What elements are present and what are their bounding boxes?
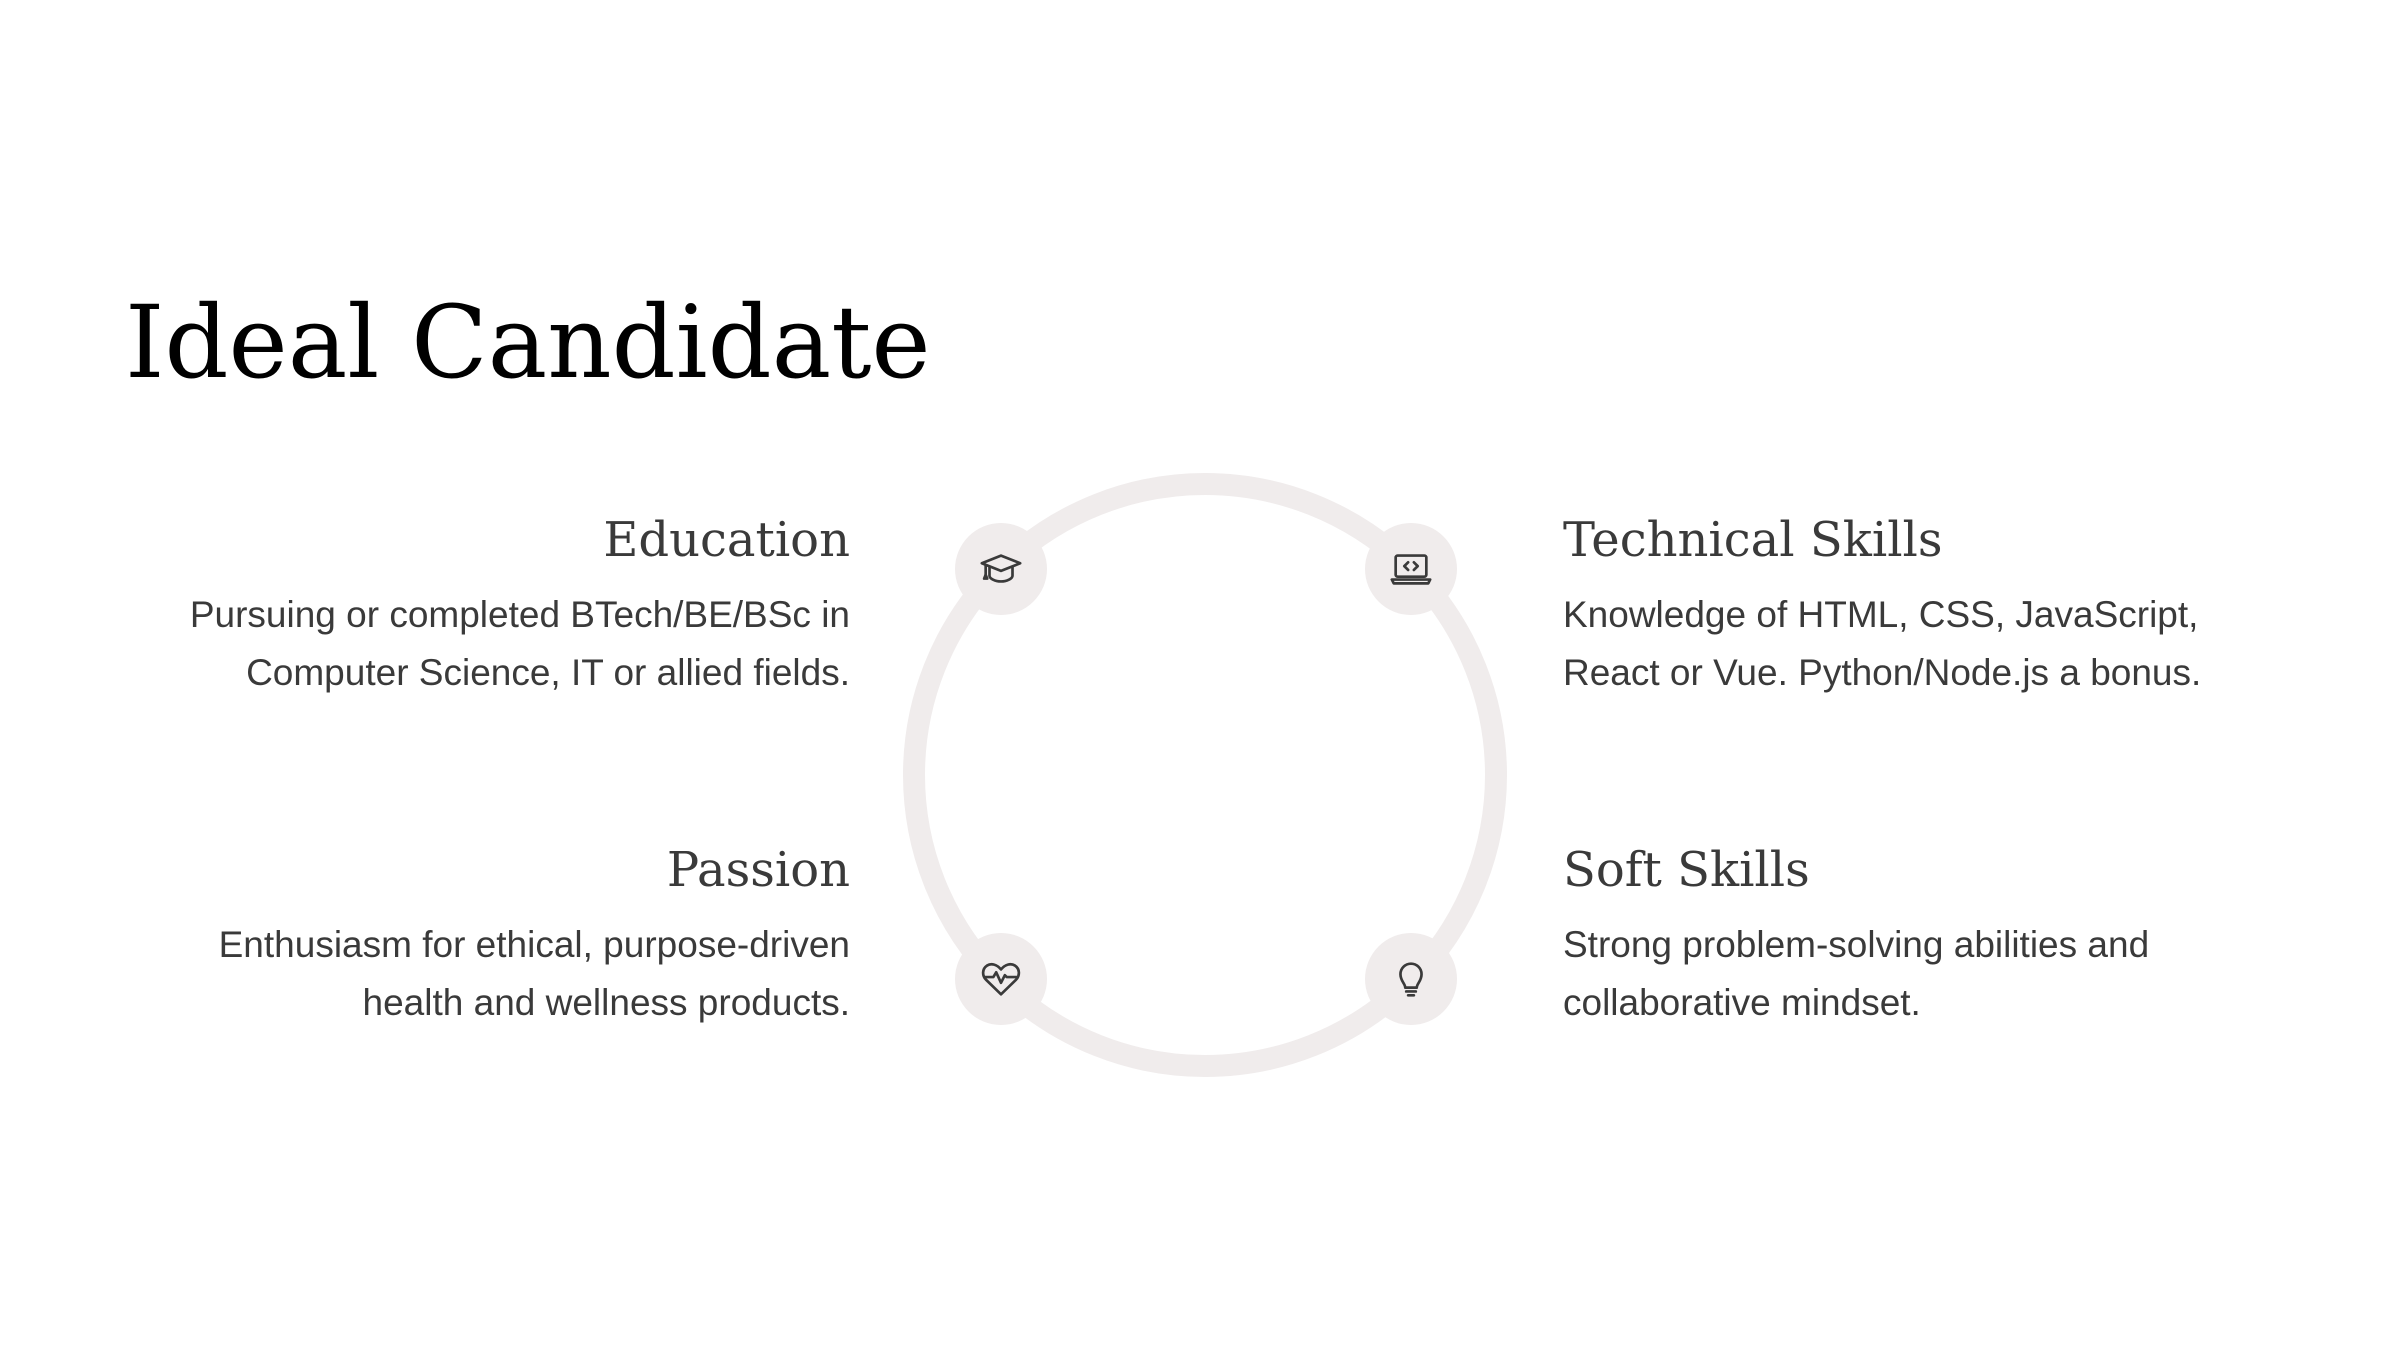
- soft-skills-heading: Soft Skills: [1563, 842, 1810, 898]
- passion-description: Enthusiasm for ethical, purpose-driven h…: [218, 924, 850, 1023]
- education-node: [955, 523, 1047, 615]
- technical-skills-heading: Technical Skills: [1563, 512, 1943, 568]
- lightbulb-icon: [1399, 962, 1423, 997]
- cycle-ring: [903, 473, 1507, 1077]
- technical-skills-description: Knowledge of HTML, CSS, JavaScript, Reac…: [1563, 594, 2202, 693]
- passion-item: Passion Enthusiasm for ethical, purpose-…: [120, 838, 850, 1032]
- education-heading: Education: [603, 512, 850, 568]
- laptop-code-icon: [1390, 554, 1432, 585]
- education-description: Pursuing or completed BTech/BE/BSc in Co…: [189, 594, 850, 693]
- education-item: Education Pursuing or completed BTech/BE…: [120, 508, 850, 702]
- soft-skills-description: Strong problem-solving abilities and col…: [1563, 924, 2150, 1023]
- passion-heading: Passion: [666, 842, 850, 898]
- technical-skills-node: [1365, 523, 1457, 615]
- soft-skills-node: [1365, 933, 1457, 1025]
- soft-skills-item: Soft Skills Strong problem-solving abili…: [1563, 838, 2303, 1032]
- passion-node: [955, 933, 1047, 1025]
- graduation-cap-icon: [980, 554, 1022, 583]
- technical-skills-item: Technical Skills Knowledge of HTML, CSS,…: [1563, 508, 2303, 702]
- heartbeat-icon: [981, 962, 1021, 996]
- slide-title: Ideal Candidate: [125, 284, 931, 401]
